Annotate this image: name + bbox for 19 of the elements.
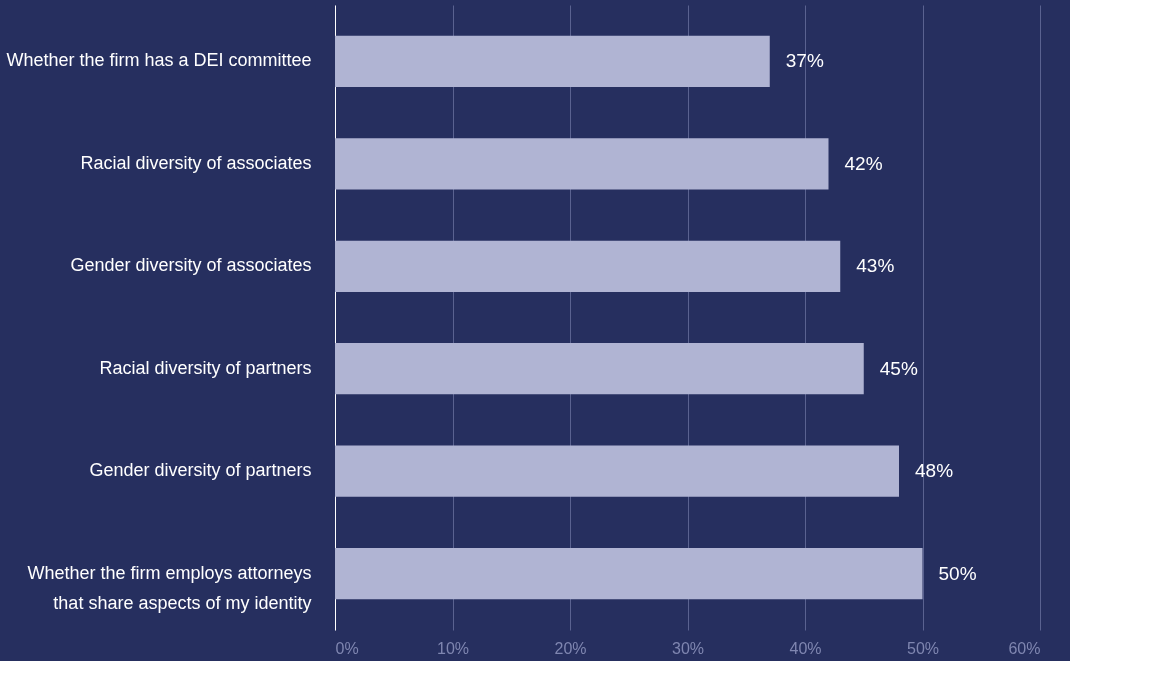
x-tick-label: 20% [554, 639, 587, 657]
y-tick-label: Whether the firm has a DEI committee [6, 50, 312, 71]
y-tick-label: Gender diversity of associates [70, 255, 312, 276]
data-label: 45% [879, 357, 918, 379]
x-tick-label: 0% [335, 639, 359, 657]
x-tick-label: 30% [671, 639, 705, 657]
x-tick-label: 50% [906, 639, 940, 657]
y-tick-label: Racial diversity of associates [80, 152, 312, 173]
x-tick-label: 60% [1008, 639, 1041, 657]
y-tick-label: Gender diversity of partners [89, 460, 312, 481]
x-tick-label: 10% [436, 639, 470, 657]
data-label: 50% [938, 562, 977, 584]
y-tick-label: Racial diversity of partners [99, 357, 312, 378]
x-tick-label: 40% [789, 639, 822, 657]
data-label: 37% [785, 50, 824, 72]
data-label: 48% [915, 460, 954, 482]
data-label: 42% [844, 152, 883, 174]
y-tick-label: Whether the firm employs attorneys that share aspects of my identity [27, 562, 312, 613]
data-label: 43% [856, 255, 895, 277]
